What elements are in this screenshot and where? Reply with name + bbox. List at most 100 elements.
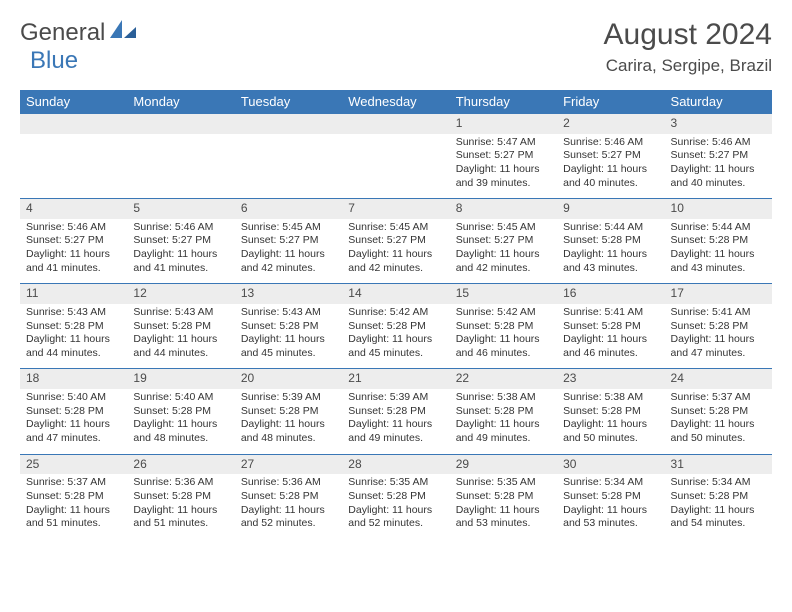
sunrise-text: Sunrise: 5:42 AM bbox=[348, 306, 443, 320]
sunset-text: Sunset: 5:27 PM bbox=[26, 234, 121, 248]
day-detail-cell: Sunrise: 5:43 AMSunset: 5:28 PMDaylight:… bbox=[20, 304, 127, 369]
day-detail-cell: Sunrise: 5:43 AMSunset: 5:28 PMDaylight:… bbox=[235, 304, 342, 369]
day-detail-cell: Sunrise: 5:41 AMSunset: 5:28 PMDaylight:… bbox=[557, 304, 664, 369]
daylight-text: Daylight: 11 hours and 53 minutes. bbox=[563, 504, 658, 531]
day-detail-cell: Sunrise: 5:43 AMSunset: 5:28 PMDaylight:… bbox=[127, 304, 234, 369]
sunrise-text: Sunrise: 5:39 AM bbox=[241, 391, 336, 405]
weekday-header-row: SundayMondayTuesdayWednesdayThursdayFrid… bbox=[20, 90, 772, 114]
sunrise-text: Sunrise: 5:45 AM bbox=[456, 221, 551, 235]
day-detail-cell: Sunrise: 5:39 AMSunset: 5:28 PMDaylight:… bbox=[342, 389, 449, 454]
sunset-text: Sunset: 5:27 PM bbox=[456, 234, 551, 248]
day-number-cell: 9 bbox=[557, 199, 664, 219]
day-detail-cell: Sunrise: 5:40 AMSunset: 5:28 PMDaylight:… bbox=[20, 389, 127, 454]
sunrise-text: Sunrise: 5:46 AM bbox=[26, 221, 121, 235]
daylight-text: Daylight: 11 hours and 43 minutes. bbox=[671, 248, 766, 275]
sunrise-text: Sunrise: 5:37 AM bbox=[26, 476, 121, 490]
day-detail-cell bbox=[342, 134, 449, 199]
day-detail-row: Sunrise: 5:37 AMSunset: 5:28 PMDaylight:… bbox=[20, 474, 772, 539]
location: Carira, Sergipe, Brazil bbox=[604, 56, 772, 76]
sunset-text: Sunset: 5:28 PM bbox=[26, 490, 121, 504]
sunset-text: Sunset: 5:28 PM bbox=[456, 320, 551, 334]
day-detail-cell: Sunrise: 5:46 AMSunset: 5:27 PMDaylight:… bbox=[20, 219, 127, 284]
header: General Blue August 2024 Carira, Sergipe… bbox=[20, 18, 772, 76]
daylight-text: Daylight: 11 hours and 52 minutes. bbox=[348, 504, 443, 531]
daylight-text: Daylight: 11 hours and 40 minutes. bbox=[563, 163, 658, 190]
day-number-cell: 31 bbox=[665, 454, 772, 474]
sunset-text: Sunset: 5:28 PM bbox=[671, 320, 766, 334]
day-detail-row: Sunrise: 5:46 AMSunset: 5:27 PMDaylight:… bbox=[20, 219, 772, 284]
sunrise-text: Sunrise: 5:44 AM bbox=[563, 221, 658, 235]
sunrise-text: Sunrise: 5:47 AM bbox=[456, 136, 551, 150]
daylight-text: Daylight: 11 hours and 49 minutes. bbox=[348, 418, 443, 445]
day-number-row: 45678910 bbox=[20, 199, 772, 219]
daylight-text: Daylight: 11 hours and 42 minutes. bbox=[348, 248, 443, 275]
day-number-cell: 22 bbox=[450, 369, 557, 389]
daylight-text: Daylight: 11 hours and 43 minutes. bbox=[563, 248, 658, 275]
weekday-header: Friday bbox=[557, 90, 664, 114]
day-number-cell: 14 bbox=[342, 284, 449, 304]
day-detail-cell: Sunrise: 5:35 AMSunset: 5:28 PMDaylight:… bbox=[450, 474, 557, 539]
daylight-text: Daylight: 11 hours and 39 minutes. bbox=[456, 163, 551, 190]
logo: General Blue bbox=[20, 18, 136, 75]
logo-text-general: General bbox=[20, 19, 105, 46]
sunset-text: Sunset: 5:27 PM bbox=[241, 234, 336, 248]
day-number-cell: 4 bbox=[20, 199, 127, 219]
weekday-header: Monday bbox=[127, 90, 234, 114]
day-number-cell: 17 bbox=[665, 284, 772, 304]
daylight-text: Daylight: 11 hours and 42 minutes. bbox=[241, 248, 336, 275]
day-detail-cell: Sunrise: 5:42 AMSunset: 5:28 PMDaylight:… bbox=[342, 304, 449, 369]
day-number-cell: 20 bbox=[235, 369, 342, 389]
day-number-cell: 18 bbox=[20, 369, 127, 389]
sunset-text: Sunset: 5:27 PM bbox=[671, 149, 766, 163]
day-number-cell: 26 bbox=[127, 454, 234, 474]
daylight-text: Daylight: 11 hours and 48 minutes. bbox=[133, 418, 228, 445]
day-detail-cell: Sunrise: 5:37 AMSunset: 5:28 PMDaylight:… bbox=[20, 474, 127, 539]
day-detail-cell: Sunrise: 5:45 AMSunset: 5:27 PMDaylight:… bbox=[342, 219, 449, 284]
day-detail-cell: Sunrise: 5:42 AMSunset: 5:28 PMDaylight:… bbox=[450, 304, 557, 369]
day-detail-cell: Sunrise: 5:44 AMSunset: 5:28 PMDaylight:… bbox=[665, 219, 772, 284]
sunrise-text: Sunrise: 5:43 AM bbox=[241, 306, 336, 320]
day-number-cell: 1 bbox=[450, 114, 557, 134]
sunset-text: Sunset: 5:28 PM bbox=[671, 234, 766, 248]
sunset-text: Sunset: 5:27 PM bbox=[563, 149, 658, 163]
sunset-text: Sunset: 5:28 PM bbox=[133, 320, 228, 334]
sunrise-text: Sunrise: 5:45 AM bbox=[241, 221, 336, 235]
weekday-header: Tuesday bbox=[235, 90, 342, 114]
sunrise-text: Sunrise: 5:43 AM bbox=[133, 306, 228, 320]
day-detail-row: Sunrise: 5:47 AMSunset: 5:27 PMDaylight:… bbox=[20, 134, 772, 199]
day-detail-cell: Sunrise: 5:35 AMSunset: 5:28 PMDaylight:… bbox=[342, 474, 449, 539]
sunrise-text: Sunrise: 5:38 AM bbox=[563, 391, 658, 405]
sunset-text: Sunset: 5:28 PM bbox=[671, 405, 766, 419]
sunrise-text: Sunrise: 5:40 AM bbox=[26, 391, 121, 405]
sunset-text: Sunset: 5:28 PM bbox=[563, 405, 658, 419]
day-number-cell: 28 bbox=[342, 454, 449, 474]
day-number-cell: 19 bbox=[127, 369, 234, 389]
day-number-cell: 3 bbox=[665, 114, 772, 134]
day-number-cell: 13 bbox=[235, 284, 342, 304]
sunset-text: Sunset: 5:27 PM bbox=[348, 234, 443, 248]
sunset-text: Sunset: 5:28 PM bbox=[133, 405, 228, 419]
day-number-cell: 7 bbox=[342, 199, 449, 219]
sunrise-text: Sunrise: 5:41 AM bbox=[563, 306, 658, 320]
daylight-text: Daylight: 11 hours and 46 minutes. bbox=[456, 333, 551, 360]
day-detail-cell: Sunrise: 5:38 AMSunset: 5:28 PMDaylight:… bbox=[557, 389, 664, 454]
day-detail-cell: Sunrise: 5:37 AMSunset: 5:28 PMDaylight:… bbox=[665, 389, 772, 454]
sunset-text: Sunset: 5:27 PM bbox=[133, 234, 228, 248]
day-number-cell: 6 bbox=[235, 199, 342, 219]
day-detail-cell: Sunrise: 5:36 AMSunset: 5:28 PMDaylight:… bbox=[127, 474, 234, 539]
sunrise-text: Sunrise: 5:43 AM bbox=[26, 306, 121, 320]
day-detail-cell: Sunrise: 5:46 AMSunset: 5:27 PMDaylight:… bbox=[557, 134, 664, 199]
day-number-cell: 30 bbox=[557, 454, 664, 474]
day-number-row: 18192021222324 bbox=[20, 369, 772, 389]
daylight-text: Daylight: 11 hours and 41 minutes. bbox=[133, 248, 228, 275]
sunset-text: Sunset: 5:28 PM bbox=[241, 490, 336, 504]
day-detail-cell: Sunrise: 5:39 AMSunset: 5:28 PMDaylight:… bbox=[235, 389, 342, 454]
day-number-cell: 5 bbox=[127, 199, 234, 219]
sunset-text: Sunset: 5:28 PM bbox=[456, 490, 551, 504]
title-block: August 2024 Carira, Sergipe, Brazil bbox=[604, 18, 772, 76]
day-detail-cell: Sunrise: 5:36 AMSunset: 5:28 PMDaylight:… bbox=[235, 474, 342, 539]
daylight-text: Daylight: 11 hours and 51 minutes. bbox=[133, 504, 228, 531]
sunrise-text: Sunrise: 5:46 AM bbox=[133, 221, 228, 235]
daylight-text: Daylight: 11 hours and 50 minutes. bbox=[671, 418, 766, 445]
day-number-row: 25262728293031 bbox=[20, 454, 772, 474]
